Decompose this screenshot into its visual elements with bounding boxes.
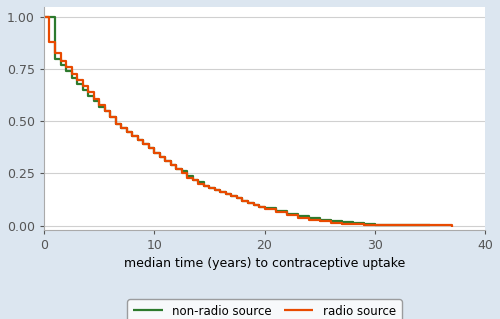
- radio source: [250, 203, 256, 207]
- radio source: [46, 15, 52, 19]
- non-radio source: [350, 220, 356, 224]
- non-radio source: [361, 221, 367, 225]
- radio source: [41, 15, 47, 19]
- radio source: [394, 223, 400, 227]
- non-radio source: [212, 186, 218, 190]
- radio source: [449, 225, 455, 228]
- non-radio source: [328, 219, 334, 223]
- radio source: [168, 159, 174, 163]
- non-radio source: [41, 15, 47, 19]
- non-radio source: [124, 130, 130, 134]
- radio source: [80, 84, 86, 88]
- Line: radio source: radio source: [44, 17, 452, 226]
- Legend: non-radio source, radio source: non-radio source, radio source: [128, 299, 402, 319]
- non-radio source: [427, 223, 433, 227]
- non-radio source: [338, 220, 344, 224]
- X-axis label: median time (years) to contraceptive uptake: median time (years) to contraceptive upt…: [124, 257, 405, 270]
- radio source: [250, 201, 256, 204]
- Line: non-radio source: non-radio source: [44, 17, 430, 225]
